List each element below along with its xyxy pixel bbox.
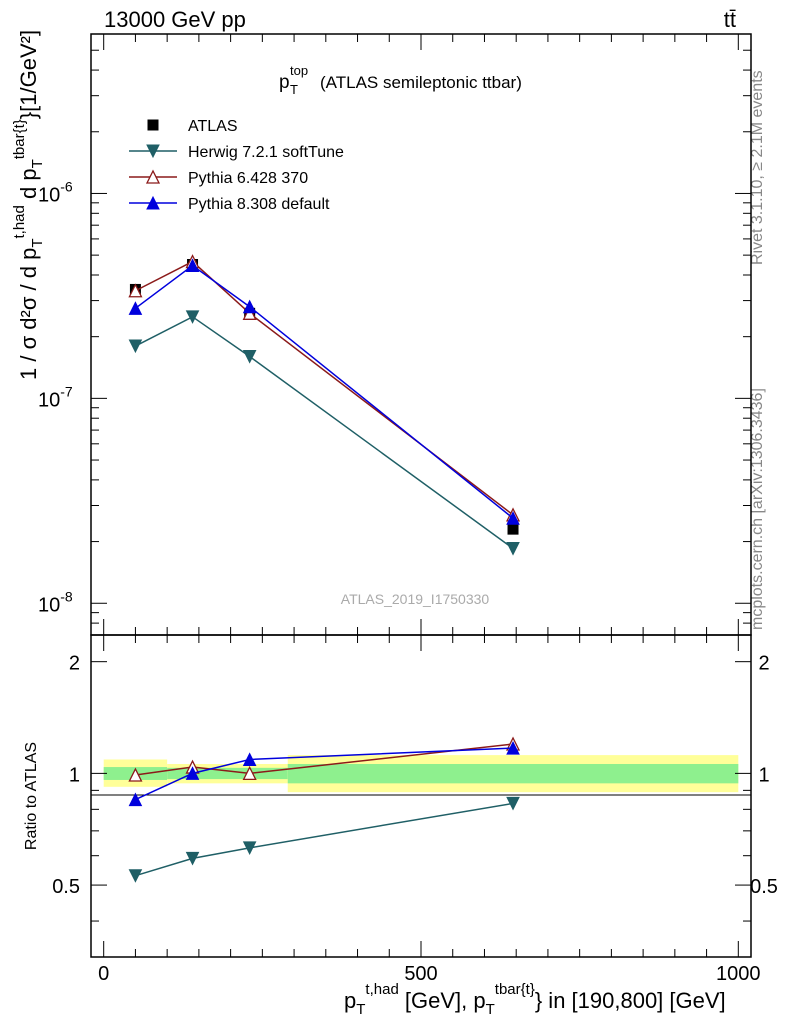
main-y-tick-label: 10-8 <box>38 588 73 616</box>
ratio-y-tick-label-right: 2 <box>758 653 769 675</box>
uncertainty-band-inner <box>167 767 288 780</box>
svg-text:p: p <box>279 72 290 93</box>
data-point <box>128 301 143 315</box>
ratio-point <box>185 851 200 866</box>
legend: ATLAS Herwig 7.2.1 softTune Pythia 6.428 3… <box>129 118 344 213</box>
series-line <box>135 260 514 516</box>
data-point <box>242 305 257 320</box>
legend-marker <box>146 195 160 210</box>
ratio-series-pythia-8-308-default <box>128 740 520 807</box>
legend-label: ATLAS <box>188 118 238 135</box>
x-axis-label: pTt,had [GeV], pTtbar{t}} in [190,800] [… <box>344 981 726 1018</box>
legend-entry-herwig-7-2-1-softtune: Herwig 7.2.1 softTune <box>129 144 344 161</box>
chart-title: p top T (ATLAS semileptonic ttbar) <box>279 63 522 97</box>
ratio-point <box>128 792 143 807</box>
x-tick-label: 0 <box>98 963 109 985</box>
ratio-y-tick-label: 2 <box>69 653 80 675</box>
ratio-point <box>185 766 200 780</box>
legend-marker <box>146 144 160 159</box>
ratio-point <box>242 765 257 781</box>
data-point <box>506 542 520 556</box>
main-series <box>128 254 521 556</box>
main-panel: 10-8 10-7 10-6 ATLAS_2019_I1750330 p top T… <box>11 30 752 636</box>
ratio-y-tick-label: 1 <box>69 764 80 786</box>
ratio-point <box>506 796 520 811</box>
data-point <box>185 310 200 324</box>
svg-text:T: T <box>290 82 298 97</box>
svg-text:top: top <box>290 63 308 78</box>
ratio-line <box>135 802 514 877</box>
legend-marker <box>147 119 159 131</box>
ratio-line <box>135 747 514 801</box>
series-herwig-7-2-1-softtune <box>128 310 520 556</box>
ratio-point <box>128 767 143 782</box>
legend-entry-pythia-6-428-370: Pythia 6.428 370 <box>129 169 308 187</box>
ratio-line <box>135 743 514 776</box>
data-point <box>506 511 520 525</box>
main-y-label: 1 / σ d²σ / d pTt,had d pTtbar{t}}[1/GeV… <box>11 30 46 380</box>
series-atlas <box>129 259 519 535</box>
series-line <box>134 264 514 519</box>
ratio-point <box>506 740 520 755</box>
legend-label: Herwig 7.2.1 softTune <box>188 144 344 161</box>
legend-marker <box>145 169 161 184</box>
main-axis-ticks: 10-8 10-7 10-6 <box>38 33 751 636</box>
ratio-frame <box>90 634 752 958</box>
ratio-y-label: Ratio to ATLAS <box>23 742 40 850</box>
ratio-point <box>128 869 143 883</box>
main-y-tick-label: 10-6 <box>38 178 73 206</box>
data-point <box>128 339 143 354</box>
ratio-point <box>242 841 257 855</box>
x-tick-label: 1000 <box>716 963 761 985</box>
ratio-axis-ticks: 0.5 0.5 1 1 2 2 0 500 1000 <box>52 635 778 985</box>
ratio-point <box>242 752 257 766</box>
ratio-y-tick-label-right: 0.5 <box>750 876 778 898</box>
data-point <box>185 258 200 273</box>
header-right: tt̄ <box>724 7 736 32</box>
ratio-series <box>128 736 521 883</box>
ratio-panel: 0.5 0.5 1 1 2 2 0 500 1000 Ratio to ATLAS <box>23 634 778 985</box>
series-pythia-6-428-370 <box>128 254 521 522</box>
legend-label: Pythia 6.428 370 <box>188 170 308 187</box>
legend-label: Pythia 8.308 default <box>188 196 330 213</box>
data-point <box>128 283 143 298</box>
header-left: 13000 GeV pp <box>104 7 246 32</box>
svg-text:pTt,had [GeV], pTtbar{t}} in [: pTt,had [GeV], pTtbar{t}} in [190,800] [… <box>344 981 726 1018</box>
data-point <box>242 299 257 314</box>
legend-entry-atlas: ATLAS <box>147 118 238 135</box>
ratio-y-tick-label: 0.5 <box>52 876 80 898</box>
ratio-series-herwig-7-2-1-softtune <box>128 796 520 883</box>
legend-entry-pythia-8-308-default: Pythia 8.308 default <box>129 195 330 213</box>
series-line <box>135 315 514 550</box>
data-point <box>242 350 257 364</box>
svg-text:1 / σ d²σ / d pTt,had d pTtbar: 1 / σ d²σ / d pTt,had d pTtbar{t}}[1/GeV… <box>11 30 46 380</box>
svg-text:(ATLAS semileptonic ttbar): (ATLAS semileptonic ttbar) <box>320 73 522 92</box>
x-tick-label: 500 <box>404 963 437 985</box>
main-y-tick-label: 10-7 <box>38 383 73 411</box>
source-label: mcplots.cern.ch [arXiv:1306.3436] <box>749 388 766 630</box>
series-pythia-8-308-default <box>128 258 520 525</box>
watermark: ATLAS_2019_I1750330 <box>341 591 490 607</box>
ratio-y-tick-label-right: 1 <box>758 764 769 786</box>
uncertainty-band-inner <box>287 763 739 784</box>
rivet-label: Rivet 3.1.10, ≥ 2.1M events <box>749 70 766 265</box>
data-point <box>507 523 519 535</box>
